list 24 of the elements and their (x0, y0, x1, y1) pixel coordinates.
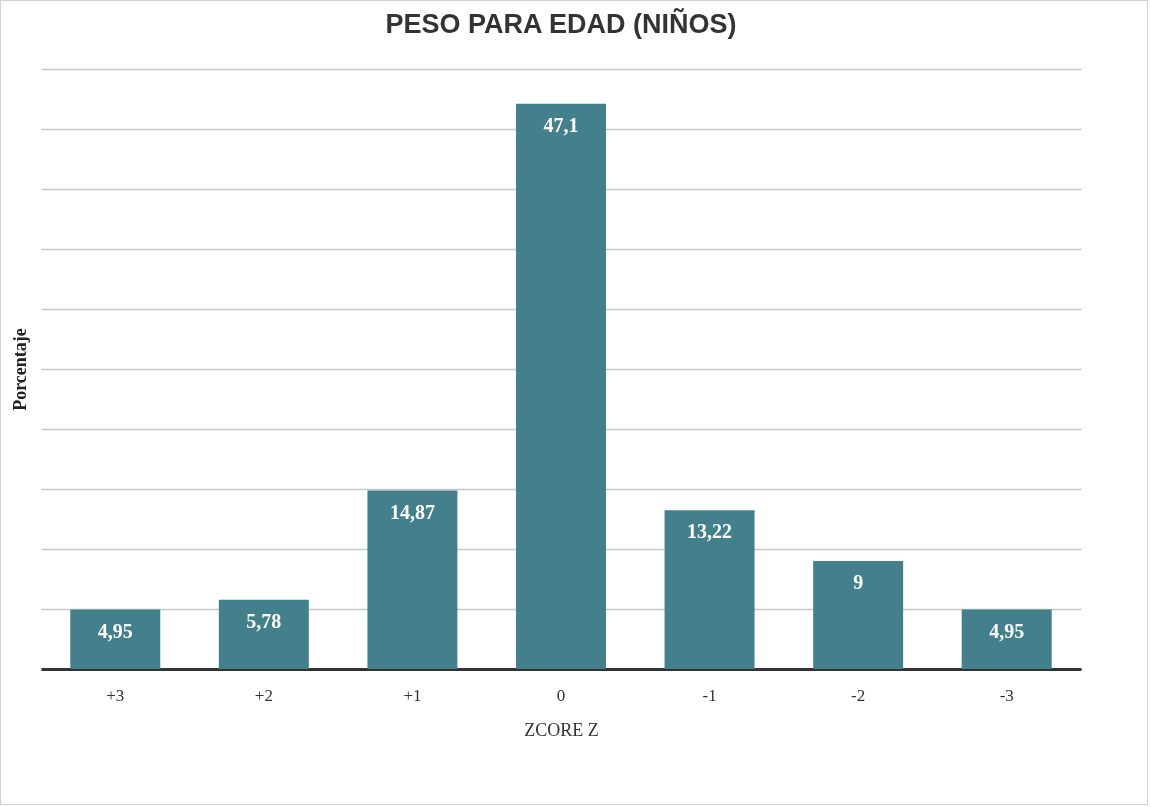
y-axis-title: Porcentaje (9, 328, 30, 411)
bar (664, 510, 755, 669)
x-tick-label: 0 (556, 685, 566, 705)
data-label: 4,95 (989, 619, 1025, 642)
bar (813, 561, 904, 669)
bar (367, 490, 458, 669)
data-label: 9 (853, 571, 864, 593)
bar (70, 609, 161, 669)
x-axis-title: ZCORE Z (524, 719, 599, 740)
data-label: 47,1 (543, 113, 579, 136)
x-tick-label: +3 (106, 685, 125, 705)
bar (218, 599, 309, 669)
chart-title: PESO PARA EDAD (NIÑOS) (385, 8, 737, 39)
x-tick-label: -2 (851, 685, 866, 705)
data-label: 5,78 (246, 609, 282, 632)
bar (961, 609, 1052, 669)
x-tick-label: +2 (254, 685, 273, 705)
data-label: 4,95 (97, 619, 133, 642)
x-tick-label: -3 (999, 685, 1014, 705)
x-tick-label: +1 (403, 685, 422, 705)
x-tick-label: -1 (702, 685, 717, 705)
data-label: 14,87 (389, 500, 435, 523)
data-label: 13,22 (687, 520, 733, 543)
bar (516, 103, 606, 669)
